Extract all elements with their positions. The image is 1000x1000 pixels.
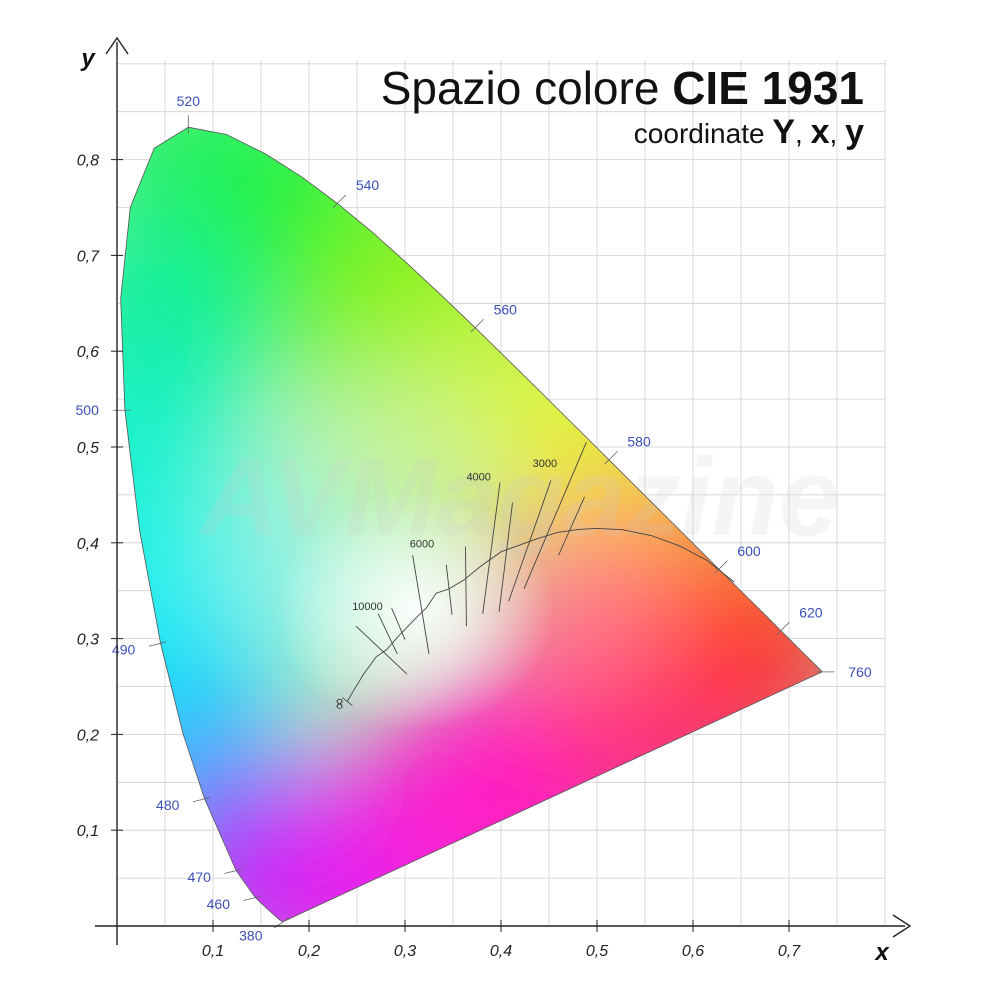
cct-label: 6000 bbox=[410, 539, 434, 551]
planckian-locus: ∞ bbox=[330, 527, 735, 710]
isotherm-line bbox=[523, 442, 587, 589]
isotherm-line bbox=[558, 496, 585, 556]
x-tick-label: 0,7 bbox=[778, 943, 801, 960]
wavelength-tick bbox=[243, 895, 262, 901]
wavelength-label: 560 bbox=[494, 301, 518, 317]
axes: 0,1 0,2 0,3 0,4 0,5 0,6 0,7 0,1 0,2 0,3 0,4 0,5 0,6 0… bbox=[77, 36, 912, 966]
watermark-text: AVMagazine bbox=[197, 436, 840, 559]
wavelength-tick bbox=[714, 560, 728, 574]
wavelength-markers: 380 460 470 480 490 500 520 540 560 580 600 620 760 bbox=[76, 93, 872, 943]
x-tick-label: 0,3 bbox=[394, 943, 416, 960]
wavelength-label: 620 bbox=[799, 604, 823, 620]
watermark-logo: AVMagazine bbox=[197, 436, 840, 559]
isotherm-line bbox=[445, 564, 453, 615]
wavelength-label: 520 bbox=[177, 93, 201, 109]
subtitle-part-y: y bbox=[845, 113, 864, 151]
y-tick-label: 0,5 bbox=[77, 440, 99, 457]
cct-label: 3000 bbox=[533, 458, 557, 470]
x-tick-label: 0,6 bbox=[682, 943, 704, 960]
isotherm-line bbox=[391, 607, 406, 640]
wavelength-tick bbox=[148, 641, 167, 647]
y-tick-label: 0,4 bbox=[77, 536, 99, 553]
y-tick-label: 0,8 bbox=[77, 153, 99, 170]
y-tick-label: 0,1 bbox=[77, 823, 99, 840]
y-axis-arrow bbox=[105, 36, 129, 55]
isotherm-line bbox=[508, 480, 552, 602]
isotherm-line bbox=[412, 555, 430, 655]
page-subtitle: coordinate Y, x, y bbox=[381, 114, 864, 152]
y-tick-label: 0,3 bbox=[77, 632, 99, 649]
isotherm-line bbox=[498, 502, 513, 612]
isotherm-line bbox=[465, 546, 467, 627]
wavelength-tick bbox=[776, 621, 790, 636]
cct-label: 10000 bbox=[352, 601, 383, 613]
x-tick-label: 0,5 bbox=[586, 943, 608, 960]
x-tick-label: 0,1 bbox=[202, 943, 224, 960]
x-tick-label: 0,4 bbox=[490, 943, 512, 960]
subtitle-part-y-cap: Y bbox=[772, 113, 796, 151]
wavelength-label: 600 bbox=[737, 543, 761, 559]
wavelength-label: 500 bbox=[76, 402, 100, 418]
subtitle-part-x: x bbox=[810, 113, 830, 151]
planckian-end-tick bbox=[342, 697, 353, 706]
planckian-curve bbox=[346, 527, 735, 702]
subtitle-sep-1: , bbox=[795, 118, 811, 149]
wavelength-label: 460 bbox=[207, 896, 231, 912]
isotherm-line bbox=[355, 625, 408, 675]
cct-label: 4000 bbox=[466, 472, 490, 484]
wavelength-tick bbox=[470, 318, 484, 333]
y-tick-label: 0,7 bbox=[77, 248, 100, 265]
wavelength-label: 490 bbox=[112, 642, 136, 658]
wavelength-label: 470 bbox=[188, 869, 212, 885]
wavelength-tick bbox=[192, 797, 211, 803]
y-tick-label: 0,6 bbox=[77, 344, 99, 361]
wavelength-label: 380 bbox=[239, 928, 263, 944]
x-axis-name: x bbox=[873, 939, 890, 966]
isotherm-line bbox=[377, 613, 398, 655]
title-block: Spazio colore CIE 1931 coordinate Y, x, … bbox=[381, 62, 864, 152]
isotherm-line bbox=[482, 482, 501, 614]
wavelength-label: 480 bbox=[156, 797, 180, 813]
wavelength-tick bbox=[332, 194, 347, 208]
y-axis-name: y bbox=[80, 45, 96, 72]
subtitle-sep-2: , bbox=[829, 118, 846, 149]
isotherm-lines bbox=[355, 442, 587, 675]
y-tick-label: 0,2 bbox=[77, 727, 99, 744]
wavelength-label: 540 bbox=[356, 177, 380, 193]
subtitle-prefix: coordinate bbox=[633, 118, 765, 149]
wavelength-tick bbox=[224, 868, 243, 874]
wavelength-label: 580 bbox=[627, 433, 651, 449]
cct-labels: 10000 6000 4000 3000 bbox=[352, 458, 557, 613]
x-axis-arrow bbox=[892, 914, 912, 938]
white-point-glow bbox=[274, 489, 555, 730]
title-bold: CIE 1931 bbox=[672, 62, 864, 114]
title-prefix: Spazio colore bbox=[380, 62, 660, 114]
wavelength-label: 760 bbox=[848, 664, 872, 680]
x-tick-label: 0,2 bbox=[298, 943, 320, 960]
wavelength-tick bbox=[604, 451, 618, 465]
infinity-label: ∞ bbox=[330, 697, 349, 710]
page-title: Spazio colore CIE 1931 bbox=[381, 62, 864, 114]
